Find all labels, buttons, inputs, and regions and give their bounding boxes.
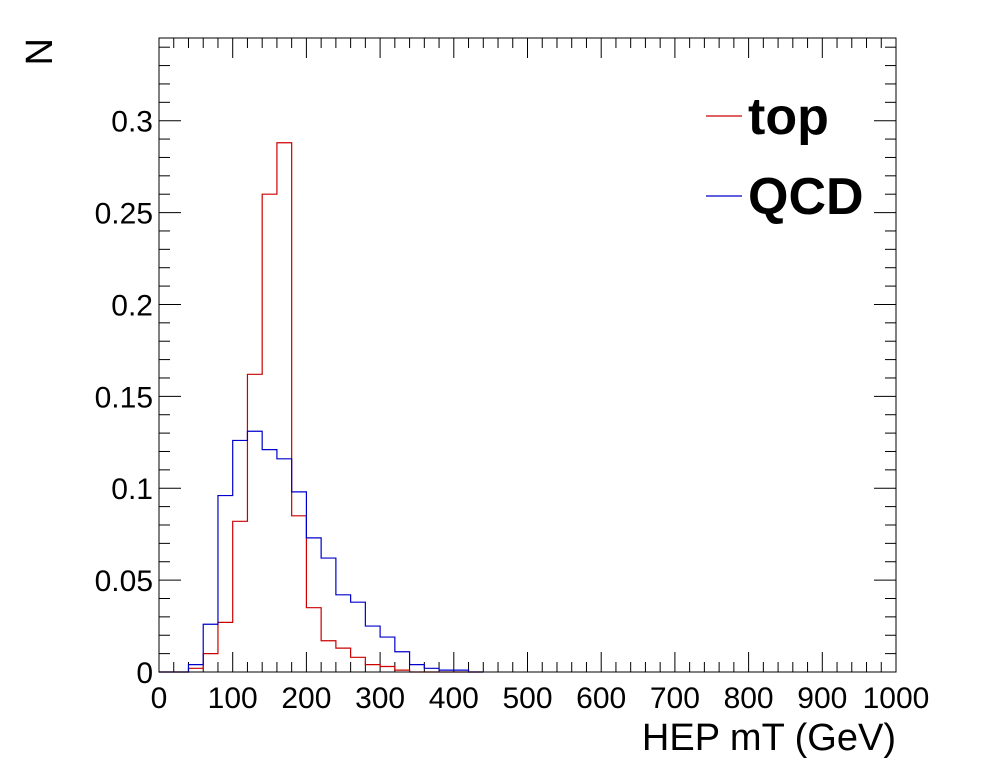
x-tick-label: 500: [502, 682, 552, 715]
x-tick-label: 100: [208, 682, 258, 715]
legend: top QCD: [706, 88, 864, 226]
plot-frame: [158, 37, 897, 673]
y-tick-label: 0: [136, 657, 153, 690]
series-qcd-histogram: [159, 430, 484, 673]
x-tick-label: 800: [724, 682, 774, 715]
y-tick-label: 0.3: [111, 106, 153, 139]
y-tick-label: 0.05: [95, 565, 153, 598]
series-layer: [159, 142, 484, 673]
x-tick-label: 700: [650, 682, 700, 715]
legend-label-top: top: [748, 88, 829, 146]
x-tick-label: 400: [429, 682, 479, 715]
x-axis-title: HEP mT (GeV): [642, 717, 896, 759]
y-tick-label: 0.25: [95, 198, 153, 231]
x-tick-label: 200: [281, 682, 331, 715]
y-tick-label: 0.2: [111, 289, 153, 322]
y-axis-title: N: [19, 38, 61, 65]
series-top-histogram: [159, 142, 484, 673]
x-tick-label: 1000: [863, 682, 930, 715]
x-tick-label: 900: [797, 682, 847, 715]
x-tick-label: 0: [151, 682, 168, 715]
tick-labels: 0 100 200 300 400 500 600 700 800 900 1000 0 0.05 0.1…: [95, 106, 930, 715]
x-tick-label: 300: [355, 682, 405, 715]
legend-label-qcd: QCD: [748, 168, 864, 226]
x-tick-label: 600: [576, 682, 626, 715]
y-tick-label: 0.15: [95, 381, 153, 414]
y-tick-label: 0.1: [111, 473, 153, 506]
